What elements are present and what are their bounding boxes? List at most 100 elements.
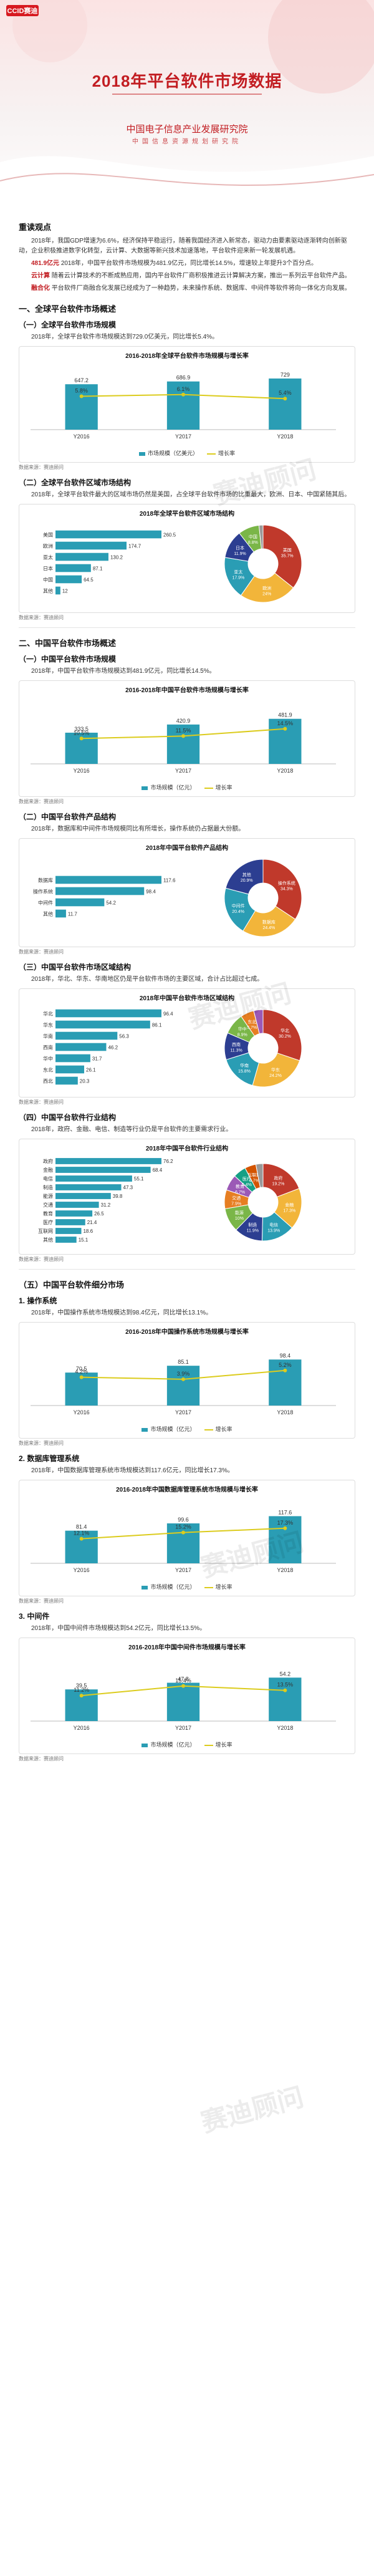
hbar xyxy=(55,1054,90,1062)
section-heading: 一、全球平台软件市场概述 xyxy=(19,304,117,314)
slice-value-label: 30.2% xyxy=(279,1035,291,1039)
data-source: 数据来源：赛迪顾问 xyxy=(19,465,64,470)
category-label: 西南 xyxy=(43,1044,53,1050)
bar-value-label: 481.9 xyxy=(278,712,292,718)
chart-title: 2016-2018年中国数据库管理系统市场规模与增长率 xyxy=(116,1487,258,1493)
category-label: Y2018 xyxy=(277,433,293,440)
slice-value-label: 4.7% xyxy=(249,1179,259,1183)
legend-swatch xyxy=(138,451,145,456)
legend-label: 市场规模（亿元） xyxy=(150,1742,196,1748)
bar-chart: 70.5 Y2016 85.1 Y2017 98.4 Y2018 4.2% 3.9% 5.2% xyxy=(31,1353,336,1416)
legend-swatch xyxy=(204,1586,213,1588)
hbar-value-label: 47.3 xyxy=(123,1185,133,1190)
hbar-value-label: 54.2 xyxy=(106,900,116,905)
slice-name-label: 华北 xyxy=(280,1028,289,1033)
growth-point xyxy=(79,736,84,741)
hbar xyxy=(55,564,91,572)
hbar xyxy=(55,1237,77,1243)
chart-split: 美国 260.5 欧洲 174.7 亚太 130.2 日本 87.1 中国 64.5 其他 12 美国 3… xyxy=(24,520,350,607)
hbar-value-label: 18.6 xyxy=(83,1228,93,1234)
hbar-chart: 政府 76.2 金融 68.4 电信 55.1 制造 47.3 能源 39.8 交通 31.2 教育 26… xyxy=(38,1158,173,1243)
data-source: 数据来源：赛迪顾问 xyxy=(19,1440,64,1446)
bar xyxy=(65,384,98,430)
subsection-text: 2018年，中国平台软件市场规模达到481.9亿元，同比增长14.5%。 xyxy=(31,668,216,675)
hbar xyxy=(55,1065,85,1073)
category-label: Y2017 xyxy=(175,1725,191,1731)
data-source: 数据来源：赛迪顾问 xyxy=(19,1598,64,1604)
hbar xyxy=(55,1031,118,1040)
hbar-value-label: 86.1 xyxy=(152,1022,162,1028)
legend-swatch xyxy=(141,786,148,790)
chart-split: 华北 96.4 华东 86.1 华南 56.3 西南 46.2 华中 31.7 东北 26.1 西北 20… xyxy=(24,1005,350,1092)
hbar-chart: 数据库 117.6 操作系统 98.4 中间件 54.2 其他 11.7 xyxy=(33,876,176,917)
slice-value-label: 24.4% xyxy=(262,926,275,930)
slice-value-label: 15.8% xyxy=(238,1069,251,1074)
chart-title: 2018年中国平台软件行业结构 xyxy=(145,1146,229,1152)
hbar-value-label: 56.3 xyxy=(119,1033,129,1039)
chart-body: 81.4 Y2016 99.6 Y2017 117.6 Y2018 12.1% 15.2% 17… xyxy=(24,1496,350,1591)
growth-label: 11.5% xyxy=(176,727,191,733)
intro-heading: 重读观点 xyxy=(19,223,52,232)
hbar-value-label: 98.4 xyxy=(146,889,156,894)
legend-item-line: 增长率 xyxy=(204,1583,233,1591)
chart-title: 2016-2018年全球平台软件市场规模与增长率 xyxy=(125,353,249,360)
hbar-value-label: 76.2 xyxy=(163,1159,173,1164)
chart-card: 2018年中国平台软件市场区域结构 华北 96.4 华东 86.1 华南 56.3 西南 46.… xyxy=(19,988,355,1097)
category-label: 电信 xyxy=(43,1175,53,1182)
category-label: Y2016 xyxy=(74,433,90,440)
slice-value-label: 19.2% xyxy=(272,1182,284,1186)
legend-swatch xyxy=(141,1427,148,1432)
category-label: 华北 xyxy=(43,1010,53,1016)
category-label: Y2017 xyxy=(175,768,191,774)
legend-label: 增长率 xyxy=(215,1426,233,1432)
section-heading: 二、中国平台软件市场概述 xyxy=(19,639,117,648)
category-label: Y2016 xyxy=(74,768,90,774)
chart-split: 数据库 117.6 操作系统 98.4 中间件 54.2 其他 11.7 操作系统 34.3% 数据… xyxy=(24,854,350,942)
legend-swatch xyxy=(207,453,216,455)
hbar-area: 华北 96.4 华东 86.1 华南 56.3 西南 46.2 华中 31.7 东北 26.1 西北 20… xyxy=(24,1006,186,1091)
section-divider xyxy=(19,627,355,628)
pie-slice xyxy=(258,524,264,549)
chart-body: 39.5 Y2016 47.8 Y2017 54.2 Y2018 11.2% 15.4% 13.… xyxy=(24,1654,350,1749)
bar xyxy=(269,1677,302,1721)
bar xyxy=(269,1359,302,1406)
section-divider xyxy=(19,1269,355,1270)
legend-item-line: 增长率 xyxy=(204,783,233,791)
hbar-value-label: 117.6 xyxy=(163,877,176,883)
intro-point-2: 云计算 随着云计算技术的不断成熟应用，国内平台软件厂商积极推进云计算解决方案，推… xyxy=(19,271,355,281)
hbar xyxy=(55,887,145,895)
subsection-text: 2018年，中国中间件市场规模达到54.2亿元，同比增长13.5%。 xyxy=(31,1625,206,1632)
hbar-value-label: 20.3 xyxy=(80,1078,90,1084)
intro-paragraph: 2018年，我国GDP增速为6.6%，经济保持平稳运行，随着我国经济进入新常态，… xyxy=(19,238,347,254)
category-label: 制造 xyxy=(43,1184,53,1190)
growth-point xyxy=(283,397,287,401)
slice-name-label: 西南 xyxy=(232,1042,241,1048)
growth-point xyxy=(79,1694,84,1698)
hbar-value-label: 260.5 xyxy=(163,532,176,538)
hbar xyxy=(55,1202,99,1208)
bar-value-label: 85.1 xyxy=(178,1359,189,1365)
slice-name-label: 操作系统 xyxy=(278,880,295,886)
point-lead: 云计算 xyxy=(31,273,50,279)
category-label: Y2017 xyxy=(175,1567,191,1573)
hbar-chart: 美国 260.5 欧洲 174.7 亚太 130.2 日本 87.1 中国 64.5 其他 12 xyxy=(43,530,176,594)
pie-slice xyxy=(225,859,264,895)
hbar-value-label: 11.7 xyxy=(68,911,78,917)
growth-label: 12.1% xyxy=(74,1530,90,1536)
point-lead: 融合化 xyxy=(31,285,50,292)
chart-title: 2016-2018年中国平台软件市场规模与增长率 xyxy=(125,687,249,694)
hbar xyxy=(55,909,66,917)
legend-label: 市场规模（亿元） xyxy=(150,1584,196,1590)
growth-label: 10.5% xyxy=(74,730,90,736)
intro-point-3: 融合化 平台软件厂商融合化发展已经成为了一种趋势，未来操作系统、数据库、中间件等… xyxy=(19,284,355,294)
chart-body: 华北 96.4 华东 86.1 华南 56.3 西南 46.2 华中 31.7 东北 26.1 西北 20… xyxy=(24,1005,350,1092)
slice-name-label: 教育 xyxy=(236,1183,244,1189)
category-label: Y2018 xyxy=(277,1567,293,1573)
pie-slice xyxy=(262,524,302,589)
bar xyxy=(269,1516,302,1563)
chart-body: 数据库 117.6 操作系统 98.4 中间件 54.2 其他 11.7 操作系统 34.3% 数据… xyxy=(24,854,350,942)
legend-item-bar: 市场规模（亿美元） xyxy=(138,449,198,457)
chart-title: 2016-2018年中国操作系统市场规模与增长率 xyxy=(125,1329,249,1336)
slice-name-label: 交通 xyxy=(232,1195,241,1200)
hbar-value-label: 15.1 xyxy=(79,1237,89,1243)
